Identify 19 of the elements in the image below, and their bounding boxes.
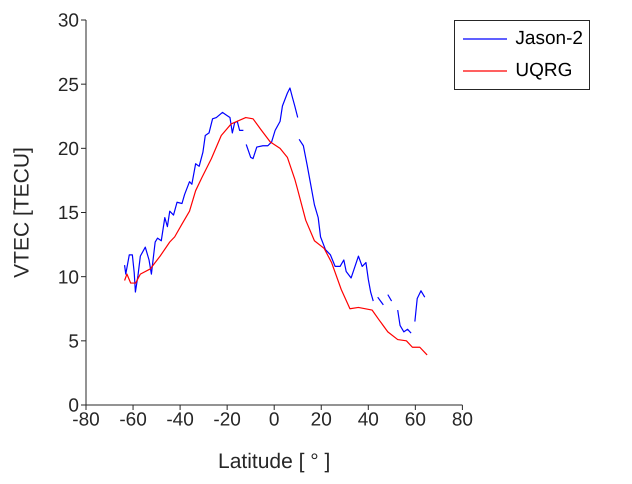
- y-axis-title: VTEC [TECU]: [10, 147, 34, 278]
- y-tick-label: 30: [58, 10, 79, 32]
- x-tick-label: 80: [452, 409, 473, 430]
- x-tick-label: 60: [404, 409, 426, 430]
- x-tick-label: 0: [268, 409, 280, 430]
- x-tick-label: -20: [213, 409, 241, 430]
- y-tick-label: 25: [58, 74, 79, 96]
- x-tick-label: 20: [310, 409, 332, 430]
- y-tick-label: 5: [68, 332, 79, 353]
- y-tick-label: 10: [58, 267, 79, 288]
- x-tick-label: -60: [119, 409, 147, 430]
- legend-label: UQRG: [515, 59, 572, 83]
- x-tick-label: 40: [358, 409, 379, 430]
- y-tick-label: 20: [58, 139, 79, 160]
- line-series: [124, 116, 428, 356]
- x-tick-label: -40: [166, 409, 194, 430]
- x-axis-title: Latitude [ ° ]: [218, 450, 330, 473]
- y-tick-label: 15: [58, 203, 79, 224]
- legend-label: Jason-2: [515, 27, 583, 51]
